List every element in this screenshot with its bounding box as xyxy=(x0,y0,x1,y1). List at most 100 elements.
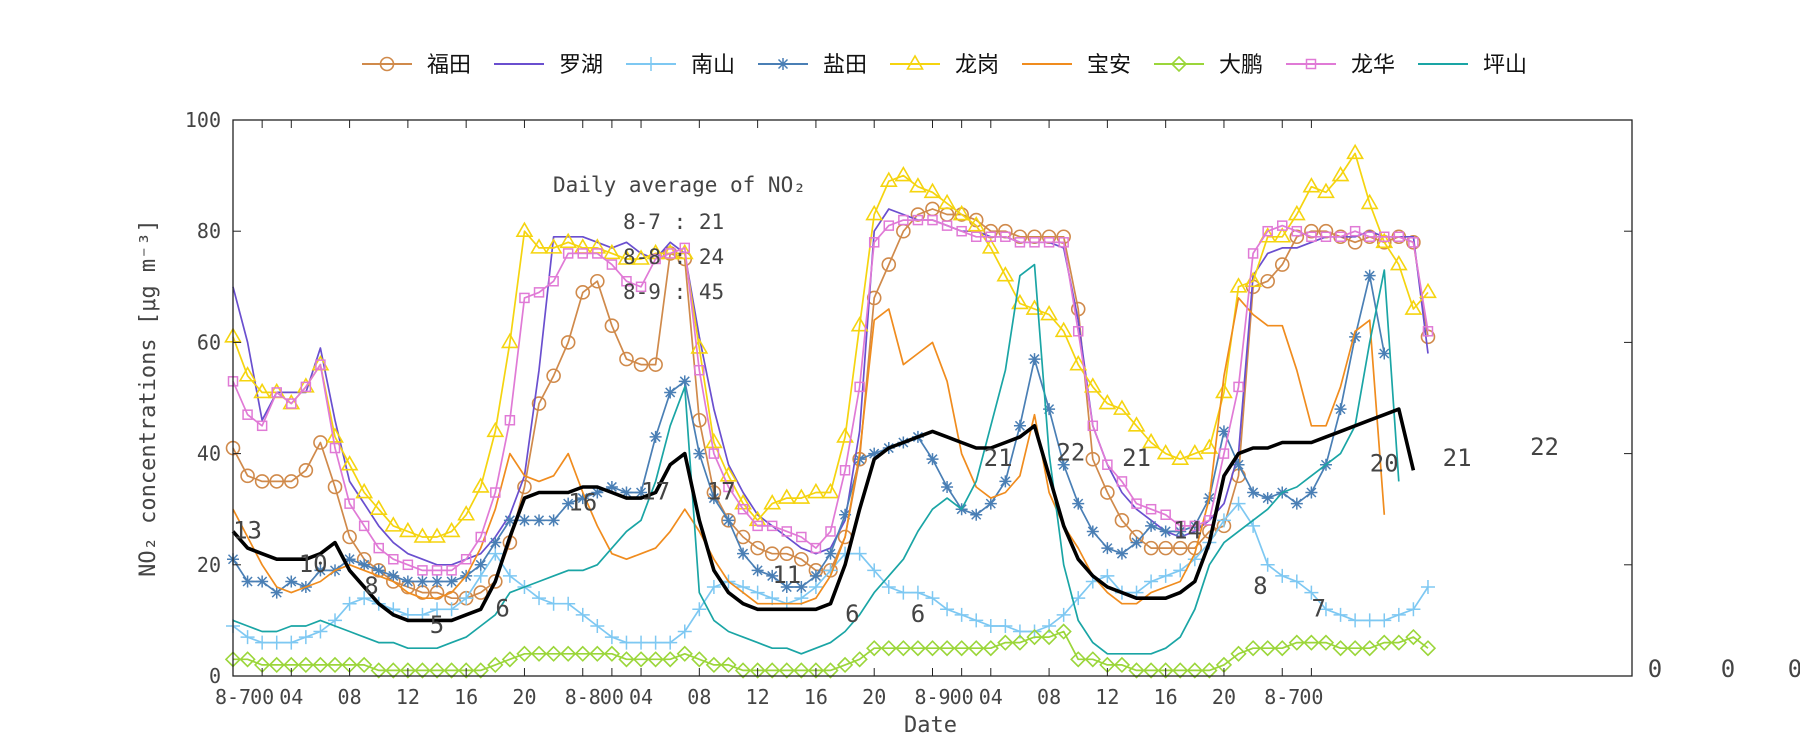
series-point xyxy=(487,656,504,674)
daily-average-annotation: Daily average of NO₂ 8-7 : 21 8-8 : 24 8-9 … xyxy=(553,173,806,304)
series-point xyxy=(457,505,476,521)
series-point xyxy=(1113,656,1131,674)
chart-legend: 福田 罗湖 南山 盐田 龙岗 宝安 大鹏 龙华 坪山 xyxy=(362,53,1527,78)
series-point xyxy=(650,253,661,265)
series-point xyxy=(531,396,547,411)
series-point xyxy=(969,613,984,628)
series-point xyxy=(690,338,709,354)
series-point xyxy=(909,177,927,193)
series-point xyxy=(398,521,417,538)
series-point xyxy=(793,662,810,679)
series-point xyxy=(648,635,663,650)
series-point xyxy=(560,335,576,350)
day-average-label: 17 xyxy=(707,478,736,506)
series-point xyxy=(1189,520,1201,532)
series-point xyxy=(1233,381,1244,393)
x-tick-label: 12 xyxy=(396,685,420,709)
series-point xyxy=(401,575,414,588)
series-point xyxy=(632,249,650,265)
legend-marker xyxy=(1305,58,1317,70)
series-罗湖 xyxy=(232,208,1429,566)
day-average-label: 21 xyxy=(1443,444,1472,472)
series-point xyxy=(1422,326,1434,337)
series-point xyxy=(1043,237,1055,248)
series-point xyxy=(807,482,825,499)
series-point xyxy=(488,546,503,561)
series-point xyxy=(503,514,516,527)
series-point xyxy=(1348,613,1363,628)
series-point xyxy=(1247,248,1259,259)
series-line xyxy=(232,263,1400,655)
series-point xyxy=(1171,449,1190,465)
series-point xyxy=(358,520,370,532)
series-point xyxy=(1391,607,1406,622)
series-point xyxy=(501,332,519,349)
series-point xyxy=(1011,634,1029,651)
series-point xyxy=(1232,458,1245,471)
series-point xyxy=(1287,204,1306,221)
series-point xyxy=(621,275,632,287)
series-point xyxy=(1274,257,1290,272)
series-point xyxy=(1404,299,1423,315)
y-tick-label: 80 xyxy=(197,219,221,243)
series-point xyxy=(678,375,691,388)
series-point xyxy=(1158,568,1173,583)
series-point xyxy=(706,580,721,595)
series-point xyxy=(1306,231,1317,243)
series-point xyxy=(604,630,619,645)
series-point xyxy=(781,526,793,537)
series-point xyxy=(604,318,620,334)
series-point xyxy=(1072,326,1084,337)
series-point xyxy=(240,630,255,645)
series-point xyxy=(766,569,779,582)
series-point xyxy=(1069,355,1088,371)
x-tick-label: 08 xyxy=(338,685,362,709)
series-point xyxy=(577,248,588,259)
day-average-label: 6 xyxy=(911,600,925,628)
series-point xyxy=(1259,640,1276,657)
series-point xyxy=(617,249,636,265)
series-point xyxy=(369,499,388,516)
series-福田 xyxy=(225,201,1436,606)
legend-label: 坪山 xyxy=(1483,53,1527,78)
series-point xyxy=(1040,628,1058,646)
series-point xyxy=(970,231,982,243)
series-point xyxy=(952,204,971,221)
series-point xyxy=(925,591,940,606)
series-point xyxy=(1142,432,1160,449)
day-average-label: 10 xyxy=(299,550,328,578)
annotation-line: 8-7 : 21 xyxy=(623,210,724,234)
series-point xyxy=(340,455,359,471)
series-point xyxy=(445,575,458,588)
series-point xyxy=(927,214,938,226)
series-point xyxy=(1072,497,1085,510)
series-point xyxy=(255,635,270,650)
series-point xyxy=(618,651,635,668)
series-point xyxy=(1014,237,1026,248)
series-point xyxy=(1131,498,1142,509)
legend-item: 龙岗 xyxy=(890,53,999,78)
series-point xyxy=(1262,225,1273,237)
x-tick-label: 20 xyxy=(862,685,886,709)
y-tick-label: 60 xyxy=(197,330,221,354)
series-point xyxy=(854,381,865,393)
series-point xyxy=(985,231,997,243)
series-point xyxy=(1390,634,1407,651)
series-point xyxy=(606,259,618,270)
series-point xyxy=(620,486,633,499)
series-point xyxy=(240,468,255,484)
series-point xyxy=(605,480,618,493)
series-point xyxy=(1029,237,1040,248)
series-point xyxy=(373,542,384,554)
x-tick-label: 12 xyxy=(746,685,770,709)
series-point xyxy=(1393,231,1405,243)
series-point xyxy=(1157,662,1174,679)
series-point xyxy=(589,645,606,662)
series-point xyxy=(635,486,648,499)
series-average xyxy=(231,407,1416,623)
series-point xyxy=(1378,347,1391,360)
series-point xyxy=(315,359,326,370)
series-point xyxy=(764,546,780,561)
day-average-label: 7 xyxy=(1311,594,1325,622)
series-point xyxy=(635,281,647,293)
